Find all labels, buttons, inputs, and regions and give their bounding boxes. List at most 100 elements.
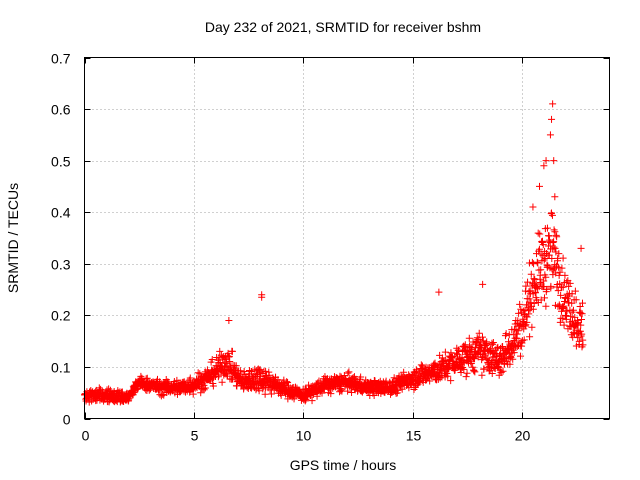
data-point xyxy=(542,157,550,165)
x-tick-label: 15 xyxy=(406,428,422,444)
data-point xyxy=(239,382,247,390)
data-point xyxy=(471,355,479,363)
grid-layer xyxy=(84,57,610,419)
data-point xyxy=(579,341,587,349)
data-point xyxy=(106,386,114,394)
y-tick-label: 0.2 xyxy=(51,308,71,324)
data-point xyxy=(336,372,344,380)
data-point xyxy=(308,397,316,405)
data-point xyxy=(555,250,563,258)
data-point xyxy=(480,365,488,373)
data-points xyxy=(81,100,587,406)
data-point xyxy=(488,339,496,347)
data-point xyxy=(529,305,537,313)
data-point xyxy=(478,371,486,379)
data-point xyxy=(551,261,559,269)
data-point xyxy=(542,302,550,310)
data-point xyxy=(556,318,564,326)
data-point xyxy=(258,293,266,301)
data-point xyxy=(466,342,474,350)
data-point xyxy=(577,309,585,317)
data-point xyxy=(460,365,468,373)
data-point xyxy=(463,369,471,377)
data-point xyxy=(209,382,217,390)
data-point xyxy=(479,280,487,288)
data-point xyxy=(517,352,525,360)
data-point xyxy=(548,255,556,263)
data-point xyxy=(520,325,528,333)
chart-title: Day 232 of 2021, SRMTID for receiver bsh… xyxy=(205,19,481,35)
data-point xyxy=(497,368,505,376)
data-point xyxy=(578,315,586,323)
data-point xyxy=(398,385,406,393)
x-tick-label: 20 xyxy=(515,428,531,444)
data-point xyxy=(569,306,577,314)
data-point xyxy=(461,341,469,349)
data-point xyxy=(533,258,541,266)
data-point xyxy=(549,100,557,108)
data-point xyxy=(554,287,562,295)
data-point xyxy=(514,317,522,325)
data-point xyxy=(470,367,478,375)
data-point xyxy=(256,366,264,374)
data-point xyxy=(513,330,521,338)
data-point xyxy=(542,273,550,281)
data-point xyxy=(455,346,463,354)
data-point xyxy=(232,362,240,370)
data-point xyxy=(558,264,566,272)
data-point xyxy=(467,358,475,366)
data-point xyxy=(509,355,517,363)
data-point xyxy=(240,367,248,375)
data-point xyxy=(552,248,560,256)
data-point xyxy=(447,377,455,385)
data-point xyxy=(553,233,561,241)
data-point xyxy=(426,377,434,385)
data-point xyxy=(237,369,245,377)
data-point xyxy=(302,396,310,404)
data-point xyxy=(216,347,224,355)
data-point xyxy=(575,337,583,345)
data-point xyxy=(348,389,356,397)
data-point xyxy=(478,333,486,341)
data-point xyxy=(477,343,485,351)
data-point xyxy=(578,310,586,318)
data-point xyxy=(548,211,556,219)
data-point xyxy=(510,325,518,333)
data-point xyxy=(566,279,574,287)
data-point xyxy=(568,299,576,307)
data-point xyxy=(563,307,571,315)
data-point xyxy=(578,330,586,338)
data-point xyxy=(502,330,510,338)
data-point xyxy=(550,157,558,165)
data-point xyxy=(225,317,233,325)
data-point xyxy=(561,298,569,306)
data-point xyxy=(436,374,444,382)
data-point xyxy=(541,254,549,262)
ticks-layer: 0 5 10 15 20 0 0.1 0.2 0.3 0.4 0.5 0.6 0.7 xyxy=(51,51,610,444)
data-point xyxy=(460,342,468,350)
y-tick-label: 0.6 xyxy=(51,102,71,118)
data-point xyxy=(159,390,167,398)
data-point xyxy=(201,384,209,392)
data-point xyxy=(224,349,232,357)
data-point xyxy=(577,321,585,329)
data-point xyxy=(543,285,551,293)
y-tick-label: 0.4 xyxy=(51,205,71,221)
data-point xyxy=(560,302,568,310)
data-point xyxy=(370,392,378,400)
data-point xyxy=(527,270,535,278)
y-axis-label: SRMTID / TECUs xyxy=(5,183,21,293)
data-point xyxy=(208,356,216,364)
data-point xyxy=(555,263,563,271)
data-point xyxy=(556,280,564,288)
y-tick-label: 0 xyxy=(63,412,71,428)
data-point xyxy=(284,379,292,387)
data-point xyxy=(538,237,546,245)
data-point xyxy=(551,244,559,252)
y-tick-label: 0.1 xyxy=(51,360,71,376)
data-point xyxy=(536,230,544,238)
data-point xyxy=(486,346,494,354)
data-point xyxy=(536,182,543,190)
data-point xyxy=(550,243,558,251)
data-point xyxy=(572,296,580,304)
